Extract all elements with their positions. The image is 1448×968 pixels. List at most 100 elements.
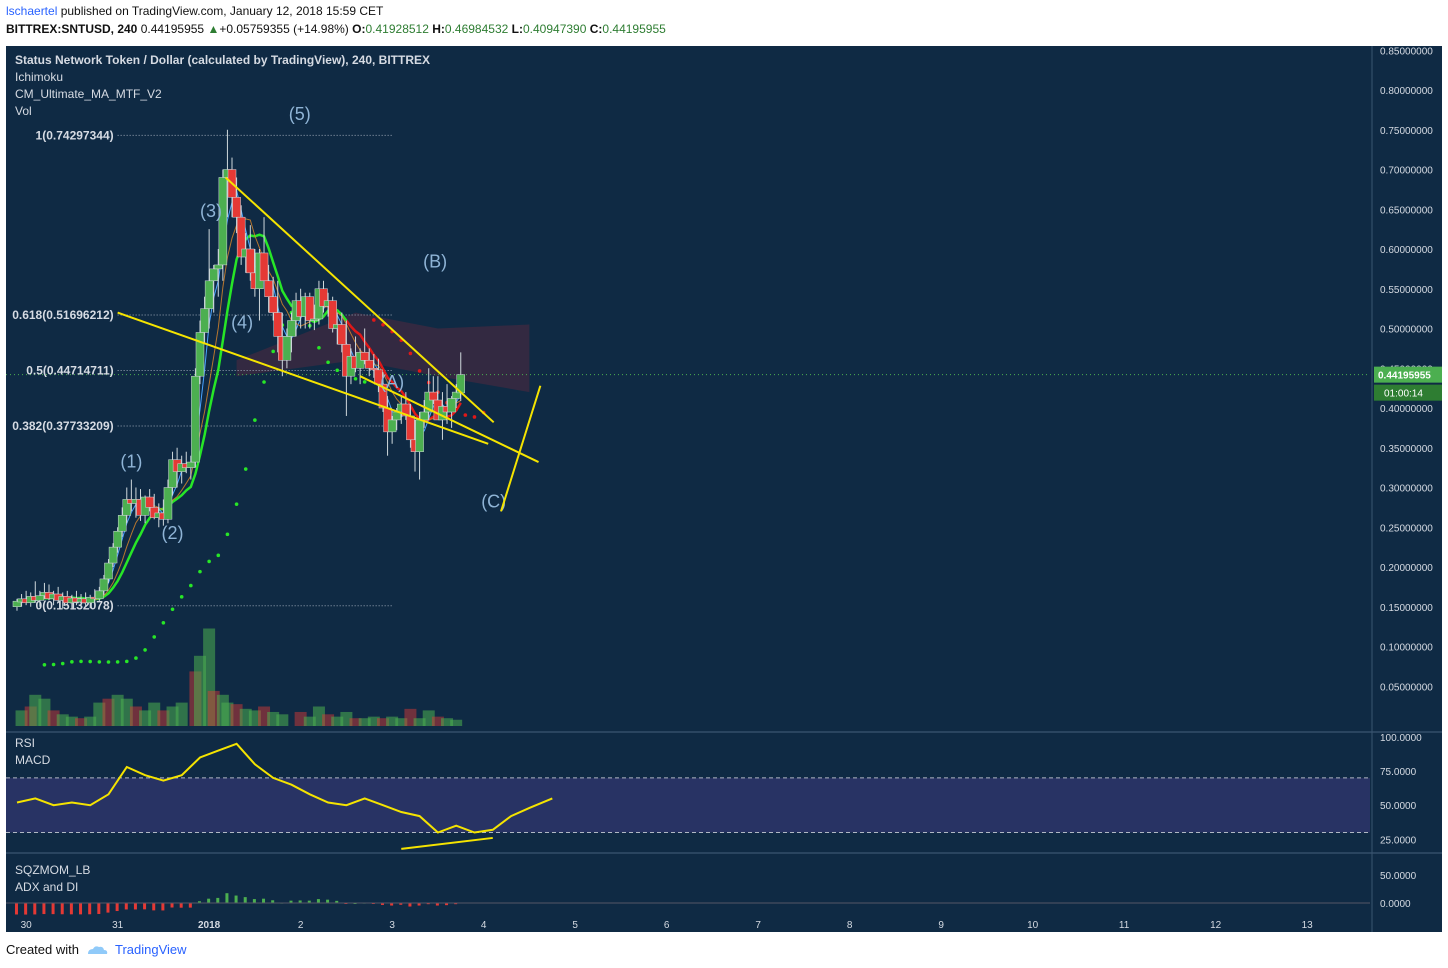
- sar-dot: [170, 607, 175, 612]
- time-tick-label: 10: [1027, 920, 1039, 931]
- last-price-tag: [1374, 366, 1442, 383]
- candle-body: [186, 461, 196, 468]
- rsi-tick-label: 50.0000: [1380, 801, 1417, 812]
- sar-dot: [216, 553, 221, 558]
- trendline: [224, 176, 495, 424]
- low-value: 0.40947390: [522, 22, 587, 36]
- sar-dot: [262, 380, 266, 384]
- price-tick-label: 0.70000000: [1380, 166, 1433, 177]
- candle-body: [365, 360, 374, 369]
- close-label: C:: [589, 22, 603, 36]
- symbol-label: BITTREX:SNTUSD, 240: [6, 22, 138, 36]
- wave-label: (4): [231, 313, 253, 333]
- candle-body: [246, 248, 255, 274]
- volume-bar: [395, 718, 408, 726]
- candle-body: [95, 590, 104, 600]
- volume-bar: [120, 698, 133, 726]
- candle-body: [429, 391, 438, 401]
- fib-label: 1(0.74297344): [36, 128, 114, 142]
- candle-body: [168, 459, 177, 488]
- candle-body: [214, 264, 223, 270]
- time-tick-label: 11: [1119, 920, 1130, 931]
- volume-bar: [193, 655, 206, 726]
- candle-body: [319, 288, 328, 307]
- candles-layer: [12, 129, 466, 611]
- momentum-bar: [24, 903, 28, 915]
- adx-title[interactable]: ADX and DI: [15, 880, 78, 894]
- momentum-bar: [445, 903, 449, 906]
- volume-bar: [203, 628, 216, 726]
- candle-body: [204, 280, 214, 309]
- time-tick-label: 3: [389, 920, 395, 931]
- rsi-title[interactable]: RSI: [15, 736, 35, 750]
- sar-dot: [106, 660, 111, 664]
- sar-dot: [463, 413, 468, 417]
- legend-vol[interactable]: Vol: [15, 104, 32, 118]
- time-tick-label: 6: [664, 920, 670, 931]
- momentum-bar: [115, 903, 119, 912]
- candle-body: [447, 398, 456, 413]
- macd-title[interactable]: MACD: [15, 753, 51, 767]
- candle-body: [328, 300, 337, 329]
- sar-dot: [381, 323, 385, 327]
- sar-dot: [243, 467, 248, 471]
- sar-dot: [134, 656, 138, 660]
- rsi-tick-label: 75.0000: [1380, 767, 1417, 778]
- countdown-tag: [1374, 384, 1442, 401]
- open-value: 0.41928512: [365, 22, 429, 36]
- momentum-bar: [417, 903, 421, 906]
- sar-dot: [472, 415, 477, 419]
- legend-ichimoku[interactable]: Ichimoku: [15, 70, 63, 84]
- volume-bar: [148, 702, 161, 726]
- momentum-bar: [60, 903, 64, 915]
- price-tick-label: 0.25000000: [1380, 523, 1433, 534]
- momentum-bar: [262, 898, 266, 903]
- volume-bar: [93, 702, 106, 726]
- last-price: 0.44195955: [140, 22, 205, 36]
- chart-background: [6, 46, 1442, 932]
- volume-bar: [230, 704, 243, 726]
- volume-bar: [56, 714, 69, 726]
- candle-body: [369, 368, 379, 371]
- momentum-bar: [170, 903, 174, 908]
- tradingview-cloud-icon: [87, 945, 108, 954]
- wave-label: (2): [162, 523, 184, 543]
- sar-dot: [189, 583, 193, 588]
- momentum-bar: [289, 900, 293, 903]
- trendline: [117, 311, 489, 445]
- sqzmom-title[interactable]: SQZMOM_LB: [15, 863, 90, 877]
- time-tick-label: 9: [938, 920, 944, 931]
- candle-body: [113, 530, 122, 548]
- candle-body: [401, 403, 411, 417]
- momentum-bar: [435, 903, 439, 906]
- candle-body: [287, 320, 296, 337]
- price-tick-label: 0.60000000: [1380, 245, 1433, 256]
- volume-bar: [431, 716, 444, 726]
- trendline-layer: [117, 176, 542, 512]
- time-tick-label: 4: [481, 920, 487, 931]
- sar-dot: [417, 369, 422, 373]
- candle-body: [419, 411, 429, 421]
- candle-body: [85, 596, 95, 604]
- sar-dot: [271, 349, 275, 354]
- price-tick-label: 0.65000000: [1380, 205, 1433, 216]
- tradingview-link[interactable]: TradingView: [114, 942, 187, 957]
- volume-bar: [75, 718, 88, 726]
- momentum-bar: [380, 903, 384, 905]
- momentum-bar: [408, 903, 412, 907]
- candle-body: [268, 296, 278, 313]
- volume-bar: [294, 711, 307, 726]
- volume-bar: [175, 702, 188, 726]
- momentum-bar: [225, 893, 229, 903]
- rsi-layer: [6, 742, 1370, 850]
- legend-ma[interactable]: CM_Ultimate_MA_MTF_V2: [15, 87, 162, 101]
- candle-body: [282, 336, 292, 361]
- momentum-bar: [42, 903, 46, 915]
- footer: Created with TradingView: [6, 942, 187, 957]
- price-tick-label: 0.05000000: [1380, 682, 1433, 693]
- author-link[interactable]: lschaertel: [6, 4, 58, 18]
- fib-label: 0.5(0.44714711): [26, 364, 113, 378]
- volume-bar: [349, 718, 362, 726]
- sar-dot: [225, 532, 230, 537]
